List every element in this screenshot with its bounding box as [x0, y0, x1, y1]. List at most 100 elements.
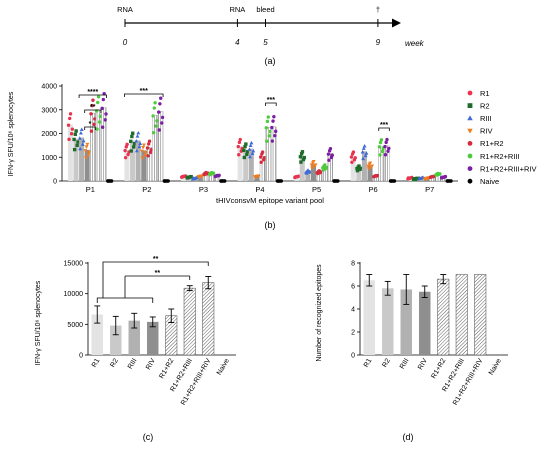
panel-b-point-P4-R1+R2-3	[262, 156, 267, 160]
panel-b-point-P2-R2-5	[129, 149, 133, 153]
panel-b-legend-marker-5	[467, 153, 473, 159]
panel-b-point-P6-R2-4	[357, 164, 361, 168]
panel-b-legend-label-2: RIII	[480, 114, 492, 123]
panel-b-point-P5-R1+R2+RIII-4	[323, 163, 327, 167]
panel-b-bar-P1-RIII	[79, 137, 85, 181]
panel-b-point-P1-RIV-2	[84, 145, 89, 149]
panel-b-bar-P1-RIV	[84, 149, 90, 181]
panel-b-point-P4-R1+R2+RIII-1	[267, 134, 271, 138]
panel-b-point-P6-R2-3	[359, 166, 363, 170]
panel-b-point-P1-R1-1	[69, 131, 74, 136]
panel-label-c: (c)	[143, 432, 154, 442]
panel-b-point-P4-R1+R2-4	[260, 150, 265, 154]
panel-b-point-P1-R1+R2-5	[89, 129, 94, 133]
panel-b-sig-4-bracket	[265, 102, 277, 106]
panel-b-sig-3-label: ***	[140, 88, 148, 95]
panel-b-point-P5-R2-4	[300, 150, 305, 154]
panel-b-point-P4-R1+R2-0	[258, 155, 263, 159]
panel-d-y-tick-label-3: 6	[351, 284, 355, 291]
timeline-arrow	[392, 18, 401, 28]
panel-b-point-P4-R1+R2+RIII-2	[265, 119, 270, 124]
panel-b-point-P1-R2-4	[74, 129, 78, 133]
panel-b-point-P7-R1+R2-5	[429, 175, 433, 179]
panel-b-bar-P2-R1+R2+RIII+RIV	[157, 111, 164, 182]
panel-b-point-P4-R2-0	[242, 148, 246, 153]
panel-c-sig-1-label: **	[155, 270, 161, 277]
panel-b-point-P2-Naive-5	[163, 179, 167, 183]
panel-b-point-P3-R1+R2+RIII+RIV-5	[214, 174, 218, 178]
panel-d-y-axis-title: Number of recognized epitopes	[316, 264, 323, 362]
timeline-week-label-2: 5	[263, 38, 268, 47]
panel-c-y-tick-label-1: 5000	[67, 322, 83, 329]
panel-b-point-P4-RIII-1	[250, 151, 255, 156]
panel-b-point-P4-R1+R2+RIII+RIV-4	[272, 115, 276, 119]
panel-b-legend-label-3: RIV	[480, 127, 493, 136]
panel-b-point-P4-RIII-2	[248, 143, 253, 147]
panel-b-point-P4-R1-0	[236, 144, 240, 149]
panel-b-x-tick-label-4: P5	[312, 185, 321, 194]
panel-b-point-P1-R1-5	[67, 137, 71, 142]
panel-b-sig-1-bracket	[84, 109, 102, 113]
panel-b-point-P6-R1+R2+RIII-4	[379, 138, 384, 142]
panel-d-x-tick-label-4: R1+R2	[430, 357, 447, 380]
panel-b-point-P6-R1+R2+RIII+RIV-3	[387, 146, 391, 151]
panel-b-point-P2-R1+R2+RIII+RIV-3	[160, 115, 165, 120]
panel-b-point-P6-R1-5	[350, 160, 354, 164]
panel-b-point-P1-R2-0	[72, 137, 76, 142]
panel-b-point-P1-R1+R2+RIII-3	[98, 114, 103, 119]
panel-b-point-P6-RIV-4	[368, 161, 373, 165]
panel-c-x-tick-label-1: R2	[109, 357, 120, 368]
panel-b-legend-marker-3	[467, 128, 473, 134]
panel-c-y-tick-label-3: 15000	[64, 261, 84, 268]
panel-b-point-P1-R1-4	[68, 112, 73, 116]
panel-b-point-P2-R1+R2+RIII-2	[152, 106, 156, 110]
panel-b-point-P1-RIII-3	[81, 138, 86, 143]
panel-b-legend-marker-7	[467, 178, 473, 184]
panel-d-bar-R1	[363, 280, 375, 355]
panel-b-point-P2-R1+R2+RIII+RIV-0	[157, 110, 161, 114]
panel-b-point-P5-R1+R2-5	[316, 171, 320, 176]
panel-b-point-P2-RIV-5	[140, 156, 145, 161]
panel-b-point-P6-R1+R2-5	[372, 174, 376, 179]
panel-b-sig-0-label: *	[89, 121, 92, 128]
panel-c-sig-0-bracket	[102, 261, 209, 298]
panel-b-point-P6-RIII-3	[364, 151, 369, 155]
timeline-week-label-1: 4	[235, 38, 240, 47]
panel-b-point-P1-R1+R2+RIII+RIV-3	[104, 112, 108, 116]
panel-d-x-tick-label-1: R2	[381, 357, 392, 368]
panel-d-bar-R2	[382, 288, 394, 355]
panel-b-x-axis-title: tHIVconsvM epitope variant pool	[216, 196, 324, 205]
panel-d-x-tick-label-2: RIII	[399, 357, 411, 370]
panel-b-sig-2-label: ****	[87, 89, 98, 96]
timeline-week-label-0: 0	[123, 38, 128, 47]
timeline-event-label-1: RNA	[229, 5, 245, 14]
panel-b-point-P6-RIII-4	[362, 144, 367, 148]
panel-b-y-tick-label-2: 2000	[41, 131, 57, 138]
panel-b-point-P2-R2-3	[132, 142, 137, 146]
panel-b-point-P6-R2-5	[355, 168, 360, 173]
panel-b-point-P5-RIV-5	[310, 166, 315, 170]
panel-b-bar-P4-RIV	[254, 176, 260, 181]
panel-b-bar-P1-R1+R2+RIII+RIV	[101, 107, 107, 182]
panel-b-bar-P2-RIII	[135, 140, 141, 181]
panel-label-d: (d)	[403, 432, 414, 442]
panel-c-bar-R1	[91, 314, 103, 355]
panel-b-point-P4-RIV-5	[253, 175, 258, 179]
panel-c-x-tick-label-2: RIII	[127, 357, 139, 370]
panel-b-point-P6-R1+R2+RIII+RIV-5	[383, 153, 388, 157]
panel-b-point-P5-R1+R2+RIII+RIV-4	[328, 146, 333, 151]
panel-b-point-P2-R2-4	[131, 131, 135, 135]
panel-c-x-tick-label-7: Naive	[216, 357, 231, 376]
panel-b-point-P3-RIII-5	[191, 176, 196, 180]
panel-b-point-P4-R2-1	[245, 152, 249, 157]
panel-b-bar-P6-R1	[350, 156, 356, 181]
panel-d-bar-RIV	[419, 291, 431, 355]
panel-b-point-P4-R1+R2+RIII-3	[268, 129, 272, 134]
panel-b-point-P6-R1+R2+RIII-0	[377, 145, 382, 149]
panel-b-legend-marker-0	[467, 90, 473, 96]
panel-b-point-P7-RIV-5	[423, 176, 428, 181]
panel-b-point-P2-R1+R2-0	[145, 146, 150, 150]
panel-b-point-P5-R2-1	[301, 157, 306, 162]
panel-d-x-tick-label-3: RIV	[417, 357, 429, 371]
panel-b-point-P4-R1-4	[238, 137, 242, 142]
